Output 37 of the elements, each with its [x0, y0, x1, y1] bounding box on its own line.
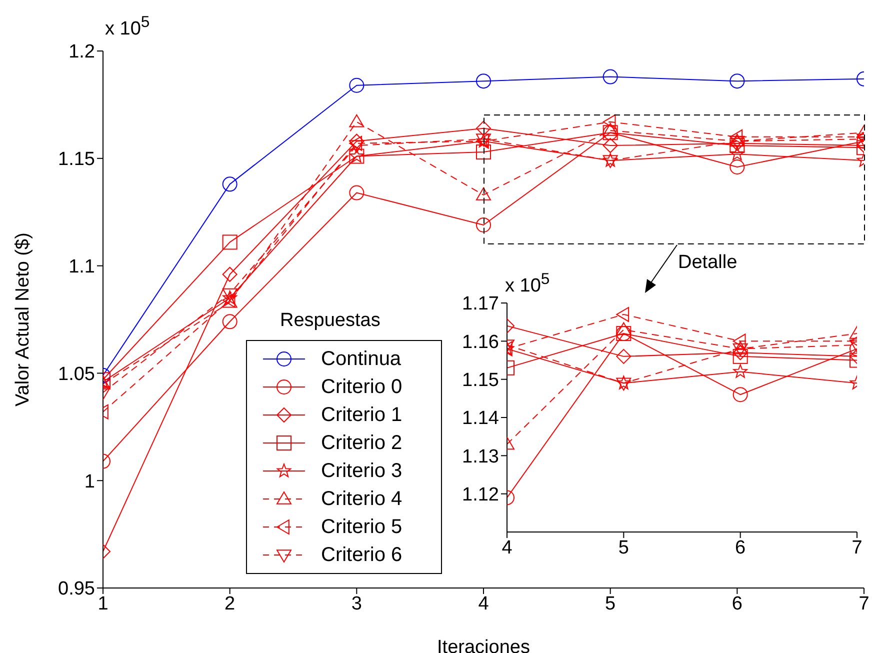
x-tick-label: 4 [502, 537, 513, 558]
y-tick-label: 1.12 [462, 484, 499, 506]
x-tick-label: 2 [224, 593, 236, 614]
x-tick-label: 6 [735, 537, 746, 558]
legend-label: Continua [321, 348, 402, 370]
x-tick-label: 7 [852, 537, 862, 558]
y-tick-label: 1.1 [68, 256, 95, 278]
legend-title: Respuestas [280, 310, 382, 333]
x-tick-label: 3 [351, 593, 362, 614]
annotation: x 10$^{5}$ [505, 271, 550, 298]
y-axis-title: Valor Actual Neto ($) [12, 232, 34, 406]
y-tick-label: 1 [84, 471, 95, 492]
x-tick-label: 6 [732, 593, 742, 614]
x-tick-label: 7 [858, 593, 870, 614]
x-axis-title: Iteraciones [437, 637, 530, 653]
y-tick-label: 1.17 [462, 294, 499, 315]
x-tick-label: 4 [478, 593, 490, 614]
y-tick-label: 1.05 [58, 364, 95, 385]
legend-label: Criterio 3 [321, 460, 402, 482]
legend-label: Criterio 4 [321, 488, 402, 510]
legend-label: Criterio 1 [321, 404, 402, 426]
text: x 10$^{5}$ [105, 14, 150, 40]
y-tick-label: 1.15 [58, 149, 95, 170]
legend-label: Criterio 6 [321, 544, 402, 566]
legend-label: Criterio 5 [321, 516, 402, 538]
x-tick-label: 1 [98, 593, 108, 614]
x-tick-label: 5 [618, 537, 629, 558]
y-tick-label: 1.13 [462, 446, 499, 468]
annotation: Detalle [678, 252, 738, 274]
y-tick-label: 1.16 [462, 332, 499, 353]
y-tick-label: 0.95 [58, 578, 95, 600]
x-tick-label: 5 [605, 593, 616, 614]
y-tick-label: 1.2 [68, 42, 95, 63]
legend-label: Criterio 2 [321, 432, 402, 454]
y-tick-label: 1.15 [462, 370, 499, 392]
legend-label: Criterio 0 [321, 376, 402, 398]
y-tick-label: 1.14 [462, 408, 500, 430]
